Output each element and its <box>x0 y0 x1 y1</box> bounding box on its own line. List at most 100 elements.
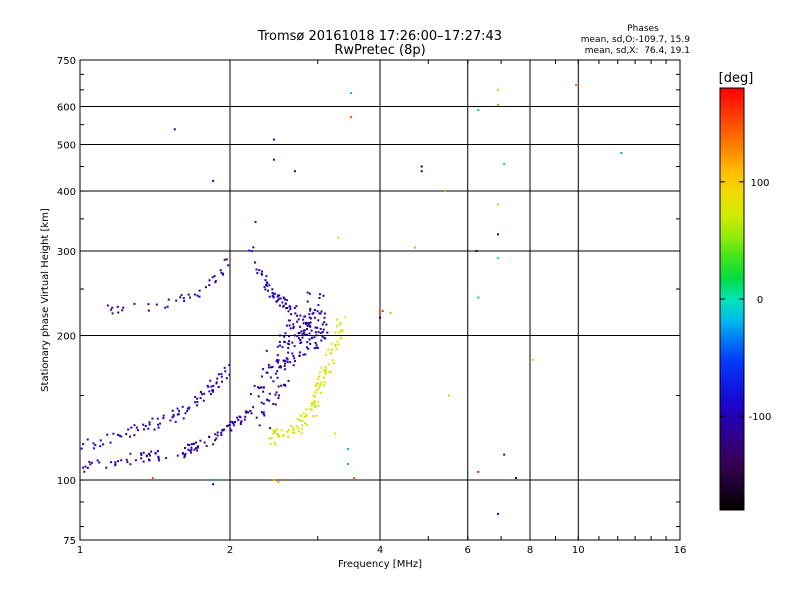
echo-point <box>172 415 175 418</box>
echo-point <box>270 436 273 439</box>
echo-point <box>259 386 262 389</box>
echo-point <box>201 393 203 396</box>
echo-point <box>328 370 331 373</box>
echo-point <box>117 433 119 436</box>
echo-point <box>169 419 172 422</box>
echo-point <box>254 261 257 264</box>
echo-point <box>314 391 317 394</box>
echo-point <box>272 292 275 295</box>
echo-point <box>292 325 295 328</box>
echo-point <box>293 170 296 173</box>
echo-point <box>176 413 179 416</box>
echo-point <box>112 432 115 435</box>
echo-point <box>284 362 287 365</box>
echo-point <box>301 428 304 431</box>
echo-point <box>252 406 255 409</box>
echo-point <box>260 401 263 404</box>
echo-point <box>321 335 324 338</box>
x-tick-label: 1 <box>77 545 83 556</box>
echo-point <box>272 432 275 435</box>
echo-point <box>297 318 300 321</box>
echo-point <box>165 457 168 460</box>
echo-point <box>308 322 311 324</box>
echo-point <box>216 431 219 434</box>
echo-point <box>315 414 318 417</box>
x-tick-label: 6 <box>465 545 471 556</box>
echo-point <box>477 296 480 299</box>
echo-point <box>475 250 478 252</box>
echo-point <box>305 424 308 426</box>
echo-point <box>211 276 214 279</box>
echo-point <box>275 428 278 431</box>
echo-point <box>298 354 301 357</box>
echo-point <box>281 346 284 349</box>
echo-point <box>244 411 247 414</box>
echo-point <box>278 297 281 300</box>
echo-point <box>272 403 275 405</box>
echo-point <box>286 324 288 327</box>
echo-point <box>214 439 217 442</box>
echo-point <box>288 343 290 346</box>
echo-point <box>262 368 265 371</box>
echo-point <box>217 386 220 388</box>
echo-point <box>299 325 301 328</box>
echo-point <box>335 348 338 351</box>
echo-point <box>212 483 215 486</box>
echo-point <box>149 454 151 457</box>
echo-point <box>145 455 148 458</box>
echo-point <box>330 348 333 351</box>
echo-point <box>287 347 290 349</box>
echo-point <box>282 359 285 362</box>
echo-point <box>278 435 281 438</box>
echo-point <box>274 429 277 432</box>
echo-point <box>308 313 311 316</box>
echo-point <box>275 360 278 363</box>
echo-point <box>315 389 318 392</box>
echo-point <box>214 433 217 436</box>
x-tick-label: 10 <box>572 545 585 556</box>
echo-point <box>142 423 145 426</box>
echo-point <box>389 311 392 314</box>
echo-point <box>503 453 506 456</box>
echo-point <box>265 275 268 278</box>
echo-point <box>292 427 294 430</box>
echo-point <box>285 357 288 360</box>
echo-point <box>208 279 211 282</box>
echo-point <box>257 395 260 398</box>
echo-point <box>319 392 322 394</box>
echo-point <box>263 414 266 417</box>
echo-point <box>292 323 295 326</box>
echo-point <box>306 291 309 294</box>
echo-point <box>297 426 300 429</box>
echo-point <box>194 395 197 398</box>
echo-point <box>321 323 324 326</box>
echo-point <box>275 391 278 394</box>
echo-point <box>301 333 304 336</box>
echo-point <box>227 424 230 427</box>
echo-point <box>323 312 326 315</box>
echo-point <box>143 428 145 431</box>
echo-point <box>198 289 201 292</box>
echo-point <box>280 384 283 387</box>
echo-point <box>212 179 215 182</box>
echo-point <box>88 460 91 463</box>
echo-point <box>477 109 480 111</box>
echo-point <box>347 463 349 465</box>
echo-point <box>309 408 312 411</box>
echo-point <box>184 452 187 455</box>
echo-point <box>319 371 321 374</box>
echo-point <box>331 359 334 362</box>
echo-point <box>317 387 320 390</box>
echo-point <box>497 233 499 236</box>
echo-point <box>286 430 289 433</box>
echo-point <box>102 443 105 446</box>
colorbar-label: [deg] <box>719 71 754 86</box>
echo-point <box>148 421 151 424</box>
echo-point <box>142 460 145 463</box>
echo-point <box>243 418 246 421</box>
echo-point <box>229 420 232 423</box>
echo-point <box>295 425 298 427</box>
echo-point <box>117 460 120 463</box>
echo-point <box>255 268 258 271</box>
echo-point <box>178 410 181 413</box>
